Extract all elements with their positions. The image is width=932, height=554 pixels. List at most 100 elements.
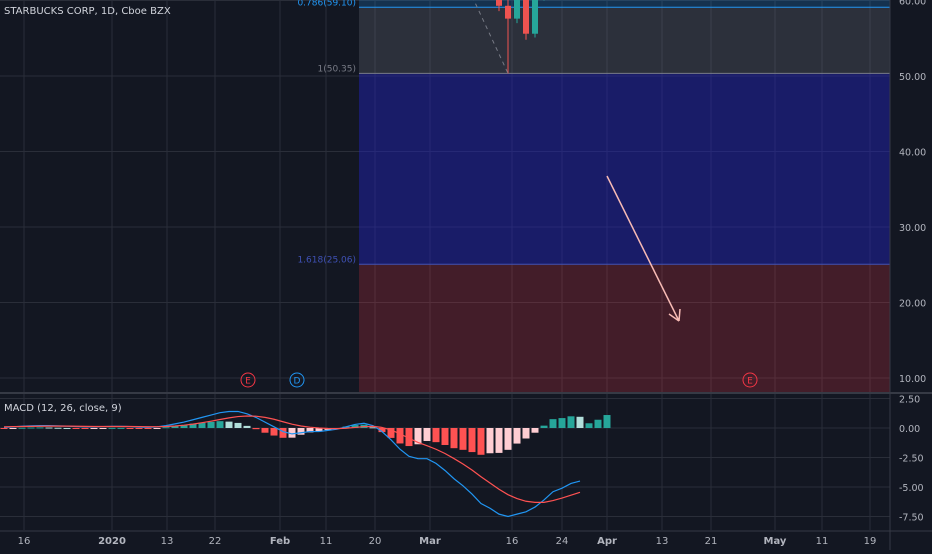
macd-histogram-bar bbox=[270, 428, 278, 436]
macd-histogram-bar bbox=[144, 428, 152, 429]
macd-histogram-bar bbox=[414, 428, 422, 445]
macd-histogram-bar bbox=[603, 415, 611, 428]
event-marker-icon[interactable] bbox=[742, 372, 758, 388]
macd-histogram-bar bbox=[234, 422, 242, 428]
macd-histogram-bar bbox=[567, 416, 575, 428]
time-label: Feb bbox=[270, 536, 290, 547]
fib-zone bbox=[359, 73, 890, 265]
time-label: Apr bbox=[597, 536, 617, 547]
time-label: 19 bbox=[864, 536, 877, 547]
macd-histogram-bar bbox=[594, 419, 602, 428]
macd-histogram-bar bbox=[198, 422, 206, 428]
time-label: 13 bbox=[161, 536, 174, 547]
macd-histogram-bar bbox=[45, 427, 53, 429]
macd-histogram-bar bbox=[450, 428, 458, 449]
macd-histogram-bar bbox=[477, 428, 485, 455]
time-label: May bbox=[764, 536, 787, 547]
event-marker-label: E bbox=[747, 377, 753, 387]
candle-body[interactable] bbox=[523, 0, 529, 34]
macd-label: MACD (12, 26, close, 9) bbox=[4, 403, 122, 414]
macd-histogram-bar bbox=[297, 428, 305, 435]
macd-histogram-bar bbox=[432, 428, 440, 443]
event-marker-icon[interactable] bbox=[240, 372, 256, 388]
macd-tick-label: 0.00 bbox=[899, 424, 920, 435]
time-label: 24 bbox=[556, 536, 569, 547]
time-label: 21 bbox=[705, 536, 718, 547]
macd-histogram-bar bbox=[576, 416, 584, 428]
macd-histogram-bar bbox=[387, 428, 395, 438]
macd-histogram-bar bbox=[72, 428, 80, 429]
macd-histogram-bar bbox=[9, 428, 17, 429]
macd-histogram-bar bbox=[522, 428, 530, 439]
chart-title: STARBUCKS CORP, 1D, Cboe BZX bbox=[4, 6, 171, 17]
macd-histogram-bar bbox=[99, 428, 107, 429]
macd-histogram-bar bbox=[396, 428, 404, 444]
macd-histogram-bar bbox=[558, 418, 566, 428]
macd-histogram-bar bbox=[162, 427, 170, 429]
signal-line[interactable] bbox=[3, 415, 581, 503]
price-tick-label: 50.00 bbox=[899, 72, 926, 83]
macd-histogram-bar bbox=[468, 428, 476, 453]
projection-arrow[interactable] bbox=[606, 175, 680, 322]
macd-tick-label: -2.50 bbox=[899, 454, 924, 465]
time-label: 11 bbox=[816, 536, 829, 547]
macd-tick-label: -5.00 bbox=[899, 483, 924, 494]
macd-histogram-bar bbox=[189, 423, 197, 428]
event-marker-label: D bbox=[294, 377, 301, 387]
macd-histogram-bar bbox=[513, 428, 521, 444]
macd-histogram-bar bbox=[261, 428, 269, 433]
fib-zone bbox=[359, 7, 890, 74]
macd-histogram-bar bbox=[288, 428, 296, 438]
macd-histogram-bar bbox=[378, 428, 386, 433]
macd-histogram-bar bbox=[486, 428, 494, 454]
macd-pane[interactable] bbox=[0, 410, 611, 518]
macd-histogram-bar bbox=[531, 428, 539, 433]
macd-histogram-bar bbox=[216, 421, 224, 428]
macd-histogram-bar bbox=[495, 428, 503, 453]
price-tick-label: 10.00 bbox=[899, 374, 926, 385]
macd-histogram-bar bbox=[459, 428, 467, 450]
time-label: Mar bbox=[419, 536, 441, 547]
time-label: 13 bbox=[656, 536, 669, 547]
time-label: 11 bbox=[320, 536, 333, 547]
macd-histogram-bar bbox=[405, 428, 413, 447]
fib-level-label: 0.786(59.10) bbox=[297, 0, 356, 8]
candles-series[interactable] bbox=[1, 0, 583, 74]
macd-histogram-bar bbox=[117, 427, 125, 429]
fib-retracement[interactable]: 0(91.27)0.236(81.61)0.382(75.64)0.5(70.8… bbox=[297, 0, 890, 392]
candle-body[interactable] bbox=[532, 0, 538, 34]
time-label: 20 bbox=[369, 536, 382, 547]
event-marker-label: E bbox=[245, 377, 251, 387]
macd-histogram-bar bbox=[126, 428, 134, 429]
macd-histogram-bar bbox=[225, 421, 233, 428]
price-tick-label: 40.00 bbox=[899, 148, 926, 159]
arrow-head-icon bbox=[668, 308, 681, 322]
price-tick-label: 60.00 bbox=[899, 0, 926, 8]
candle-body[interactable] bbox=[514, 0, 520, 19]
macd-histogram-bar bbox=[0, 428, 8, 429]
macd-histogram-bar bbox=[153, 428, 161, 429]
macd-tick-label: 2.50 bbox=[899, 395, 920, 406]
macd-histogram-bar bbox=[441, 428, 449, 445]
macd-histogram-bar bbox=[36, 427, 44, 429]
macd-histogram-bar bbox=[585, 423, 593, 428]
time-label: 22 bbox=[209, 536, 222, 547]
macd-histogram-bar bbox=[252, 428, 260, 430]
candle-body[interactable] bbox=[496, 0, 502, 6]
macd-histogram-bar bbox=[108, 427, 116, 429]
macd-histogram-bar bbox=[135, 428, 143, 429]
price-tick-label: 30.00 bbox=[899, 223, 926, 234]
macd-histogram-bar bbox=[27, 427, 35, 429]
macd-histogram-bar bbox=[279, 428, 287, 438]
macd-histogram-bar bbox=[243, 425, 251, 428]
candle-body[interactable] bbox=[505, 5, 511, 19]
fib-level-label: 1(50.35) bbox=[317, 64, 356, 74]
fib-zone bbox=[359, 0, 890, 8]
fib-level-label: 1.618(25.06) bbox=[297, 255, 356, 265]
macd-histogram-bar bbox=[90, 428, 98, 429]
event-marker-icon[interactable] bbox=[289, 372, 305, 388]
